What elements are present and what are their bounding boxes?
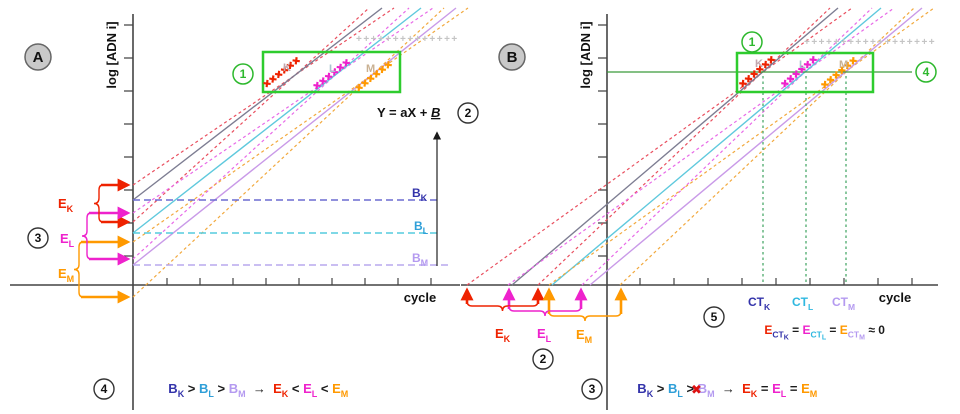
panel-b-step2-circle	[532, 348, 554, 370]
panel-b-x-ticks	[639, 278, 913, 285]
panel-a-el-label: EL	[60, 231, 75, 249]
panel-a-step2-badge: 2	[457, 102, 479, 124]
panel-b: B log [ADN i] cycle ++++++++++++++++++	[460, 7, 938, 410]
panel-b-step2-number: 2	[540, 352, 547, 366]
panel-a-step4-badge: 4	[93, 378, 115, 400]
panel-a-x-axis-label: cycle	[404, 290, 437, 305]
panel-b-em-label: EM	[576, 327, 592, 345]
panel-b-step4-circle	[915, 61, 937, 83]
panel-b-badge: B	[498, 43, 526, 71]
panel-b-ek-brace	[466, 300, 539, 312]
panel-b-crossed-arrow-x: ✖	[691, 382, 702, 397]
panel-a-std-line-m	[132, 7, 457, 266]
panel-b-step3-badge: 3	[581, 378, 603, 400]
panel-b-y-axis-label: log [ADN i]	[578, 21, 593, 88]
panel-b-cluster-label-k: K	[755, 58, 763, 70]
panel-a-ci-lower-l	[132, 7, 410, 260]
panel-b-ci-upper-l	[507, 7, 895, 286]
panel-a-cluster-label-l: L	[329, 63, 336, 75]
panel-b-step1-circle	[741, 31, 763, 53]
panel-a-conclusion-equation: BK > BL > BM → EK < EL < EM	[143, 381, 366, 400]
panel-a-ci-lower-k	[132, 7, 370, 223]
panel-a-step1-badge: 1	[232, 63, 254, 85]
panel-b-step5-number: 5	[711, 310, 718, 324]
panel-a-ci-upper-l	[132, 7, 434, 214]
panel-a-step3-badge: 3	[27, 227, 49, 249]
panel-b-ct-label-k: CTK	[748, 295, 771, 312]
panel-b-el-brace	[508, 305, 582, 317]
panel-a-em-brace	[73, 241, 84, 298]
panel-a-step4-circle	[93, 378, 115, 400]
panel-a-baseline-label-bl: BL	[414, 219, 429, 236]
panel-b-em-brace	[548, 310, 622, 322]
panel-a-plateau-markers: ++++++++++++++	[356, 34, 459, 45]
panel-a-badge-letter: A	[33, 49, 44, 66]
panel-b-ct-efficiency-equation: ECTK = ECTL = ECTM ≈ 0	[741, 323, 902, 342]
panel-a-efficiency-arrows	[81, 178, 131, 304]
panel-b-conclusion-equation: BK > BL > BM → EK = EL = EM	[612, 381, 835, 400]
panel-b-efficiency-arrows	[460, 287, 628, 314]
panel-b-step2-badge: 2	[532, 348, 554, 370]
panel-a-baseline-label-bm: BM	[412, 251, 428, 268]
panel-b-step4-number: 4	[923, 65, 930, 79]
panel-b-el-label: EL	[537, 326, 552, 344]
panel-a-step4-number: 4	[101, 382, 108, 396]
panel-a-ci-upper-k	[132, 7, 395, 186]
panel-b-cluster-label-l: L	[799, 59, 806, 71]
panel-b-cluster-label-m: M	[839, 59, 848, 71]
panel-a-baseline-label-bk: BK	[412, 186, 428, 203]
panel-a-cluster-label-m: M	[366, 63, 375, 75]
panel-b-lines	[466, 7, 935, 286]
panel-a-badge-circle	[24, 43, 52, 71]
panel-b-step1-badge: 1	[741, 31, 763, 53]
panel-a-step3-number: 3	[35, 231, 42, 245]
panel-a-cluster-label-k: K	[283, 62, 291, 74]
panel-b-step4-badge: 4	[915, 61, 937, 83]
panel-a-formula: Y = aX + B	[377, 105, 440, 120]
panel-b-ci-lower-l	[581, 7, 873, 286]
panel-b-badge-circle	[498, 43, 526, 71]
panel-b-std-line-l	[551, 7, 882, 286]
panel-a-ek-label: EK	[58, 196, 74, 214]
panel-b-step5-circle	[703, 306, 725, 328]
panel-a-standards-box	[261, 50, 402, 94]
panel-b-std-line-k	[511, 7, 839, 286]
panel-b-step1-number: 1	[749, 35, 756, 49]
panel-a-step2-number: 2	[465, 106, 472, 120]
panel-b-ek-label: EK	[495, 326, 511, 344]
panel-a-step1-circle	[232, 63, 254, 85]
panel-a-lines	[132, 7, 469, 298]
panel-a-ek-brace	[93, 184, 104, 223]
panel-b-step3-number: 3	[589, 382, 596, 396]
panel-a-std-line-l	[132, 7, 422, 234]
panel-a-badge: A	[24, 43, 52, 71]
panel-b-plateau-markers: ++++++++++++++++++	[804, 37, 936, 48]
panel-a-el-brace	[81, 212, 92, 260]
panel-b-ct-label-m: CTM	[832, 295, 855, 312]
panel-a-ci-lower-m	[132, 7, 445, 298]
panel-b-step5-badge: 5	[703, 306, 725, 328]
panel-b-ct-label-l: CTL	[792, 295, 813, 312]
panel-a-em-label: EM	[58, 266, 74, 284]
panel-a-std-line-k	[132, 7, 383, 201]
panel-a-x-ticks	[166, 278, 432, 285]
panel-b-standards-box	[735, 51, 875, 94]
panel-b-ci-upper-k	[466, 7, 853, 286]
panel-b-badge-letter: B	[507, 49, 518, 66]
panel-a-ci-upper-m	[132, 7, 469, 243]
panel-a-y-axis-label: log [ADN i]	[104, 21, 119, 88]
panel-b-x-axis-label: cycle	[879, 290, 912, 305]
panel-a-step3-circle	[27, 227, 49, 249]
panel-a-step2-circle	[457, 102, 479, 124]
panel-a-step1-number: 1	[240, 67, 247, 81]
panel-b-step3-circle	[581, 378, 603, 400]
panel-b-ci-lower-m	[619, 7, 915, 286]
panel-a: A log [ADN i] cycle BK BL	[10, 7, 479, 410]
